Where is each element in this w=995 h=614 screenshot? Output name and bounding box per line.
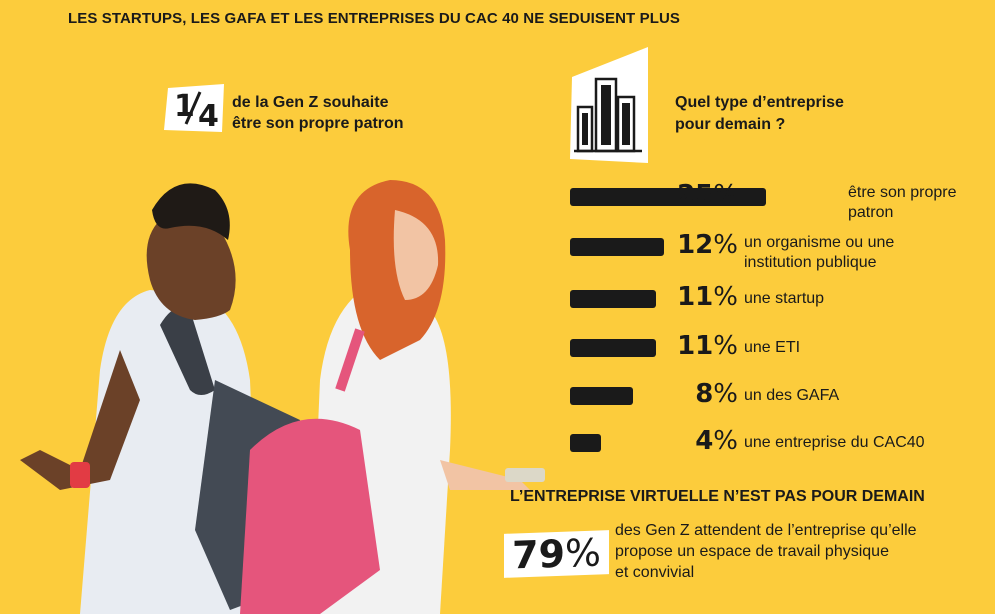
bar-value-0: 25% bbox=[677, 180, 738, 210]
bar-5 bbox=[570, 434, 601, 452]
question-line2: pour demain ? bbox=[675, 116, 786, 133]
stat-79-line3: et convivial bbox=[615, 564, 695, 581]
bar-value-percent-0: % bbox=[713, 180, 738, 210]
bar-label-line1-1: un organisme ou une bbox=[744, 234, 895, 251]
bar-label-1: un organisme ou une institution publique bbox=[744, 233, 894, 273]
bar-label-0: être son propre patron bbox=[848, 183, 957, 223]
bar-label-line2-0: patron bbox=[848, 204, 894, 221]
bar-1 bbox=[570, 238, 664, 256]
girl-figure bbox=[240, 180, 545, 614]
bar-value-2: 11% bbox=[677, 282, 738, 312]
building-icon bbox=[570, 47, 648, 163]
bar-value-number-5: 4 bbox=[695, 426, 714, 456]
bar-value-percent-4: % bbox=[713, 379, 738, 409]
quarter-denominator: 4 bbox=[198, 99, 219, 132]
section2-title: L’ENTREPRISE VIRTUELLE N’EST PAS POUR DE… bbox=[510, 488, 925, 505]
stat-79-line2: propose un espace de travail physique bbox=[615, 543, 889, 560]
bar-value-number-2: 11 bbox=[677, 282, 714, 312]
bar-value-number-4: 8 bbox=[695, 379, 714, 409]
quarter-numerator: 1 bbox=[174, 89, 195, 124]
bar-value-number-3: 11 bbox=[677, 331, 714, 361]
students-photo bbox=[20, 180, 545, 614]
stat-79-percent-sign: % bbox=[564, 530, 601, 576]
bar-label-5: une entreprise du CAC40 bbox=[744, 433, 925, 453]
bar-4 bbox=[570, 387, 633, 405]
bar-value-percent-1: % bbox=[713, 230, 738, 260]
bar-2 bbox=[570, 290, 656, 308]
headline: LES STARTUPS, LES GAFA ET LES ENTREPRISE… bbox=[68, 10, 680, 27]
bar-label-line1-2: une startup bbox=[744, 290, 825, 307]
quarter-caption-line2: être son propre patron bbox=[232, 115, 404, 132]
bar-label-line1-0: être son propre bbox=[848, 184, 957, 201]
bar-value-percent-2: % bbox=[713, 282, 738, 312]
quarter-caption-line1: de la Gen Z souhaite bbox=[232, 94, 389, 111]
quarter-fraction-badge: 1 4 bbox=[164, 84, 224, 132]
bar-label-line1-3: une ETI bbox=[744, 339, 801, 356]
bar-label-4: un des GAFA bbox=[744, 386, 839, 406]
bar-label-3: une ETI bbox=[744, 338, 800, 358]
bar-value-percent-5: % bbox=[713, 426, 738, 456]
bar-label-line1-5: une entreprise du CAC40 bbox=[744, 434, 925, 451]
bar-value-number-1: 12 bbox=[677, 230, 714, 260]
bar-label-line2-1: institution publique bbox=[744, 254, 877, 271]
bar-3 bbox=[570, 339, 656, 357]
bar-label-2: une startup bbox=[744, 289, 824, 309]
question-line1: Quel type d’entreprise bbox=[675, 94, 844, 111]
stat-79-caption: des Gen Z attendent de l’entreprise qu’e… bbox=[615, 520, 917, 583]
bar-value-1: 12% bbox=[677, 230, 738, 260]
question-title: Quel type d’entreprise pour demain ? bbox=[675, 92, 844, 136]
quarter-caption: de la Gen Z souhaite être son propre pat… bbox=[232, 92, 404, 134]
bar-value-number-0: 25 bbox=[677, 180, 714, 210]
bar-value-3: 11% bbox=[677, 331, 738, 361]
stat-79-line1: des Gen Z attendent de l’entreprise qu’e… bbox=[615, 522, 917, 539]
bar-value-4: 8% bbox=[695, 379, 738, 409]
bar-0 bbox=[570, 188, 766, 206]
bar-value-5: 4% bbox=[695, 426, 738, 456]
bar-value-percent-3: % bbox=[713, 331, 738, 361]
bar-label-line1-4: un des GAFA bbox=[744, 387, 840, 404]
